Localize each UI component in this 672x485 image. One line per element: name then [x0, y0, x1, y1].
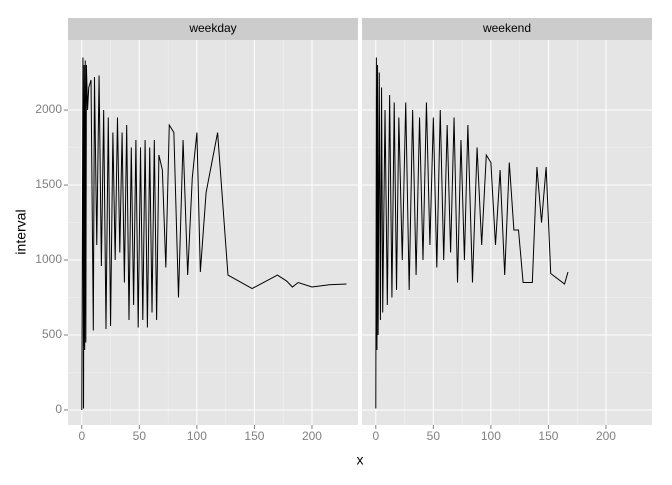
data-line: [81, 57, 347, 411]
x-axis-title: x: [357, 452, 364, 468]
data-line: [375, 57, 569, 409]
x-tick-label: 50: [133, 429, 147, 443]
y-tick-label: 2000: [35, 102, 62, 116]
x-tick-label: 100: [481, 429, 501, 443]
x-tick-label: 150: [538, 429, 558, 443]
x-tick-label: 0: [78, 429, 85, 443]
y-tick-label: 1000: [35, 252, 62, 266]
x-tick-label: 0: [372, 429, 379, 443]
y-tick-label: 0: [55, 402, 62, 416]
strip-label: weekday: [188, 21, 236, 35]
y-axis-title: interval: [13, 209, 29, 254]
strip-label: weekend: [482, 21, 531, 35]
strip: [68, 18, 358, 40]
x-tick-label: 200: [302, 429, 322, 443]
panel-background: [68, 40, 358, 425]
x-tick-label: 200: [596, 429, 616, 443]
x-tick-label: 100: [187, 429, 207, 443]
panel-background: [362, 40, 652, 425]
y-tick-label: 500: [42, 327, 62, 341]
y-tick-label: 1500: [35, 177, 62, 191]
strip: [362, 18, 652, 40]
x-tick-label: 50: [427, 429, 441, 443]
x-tick-label: 150: [244, 429, 264, 443]
